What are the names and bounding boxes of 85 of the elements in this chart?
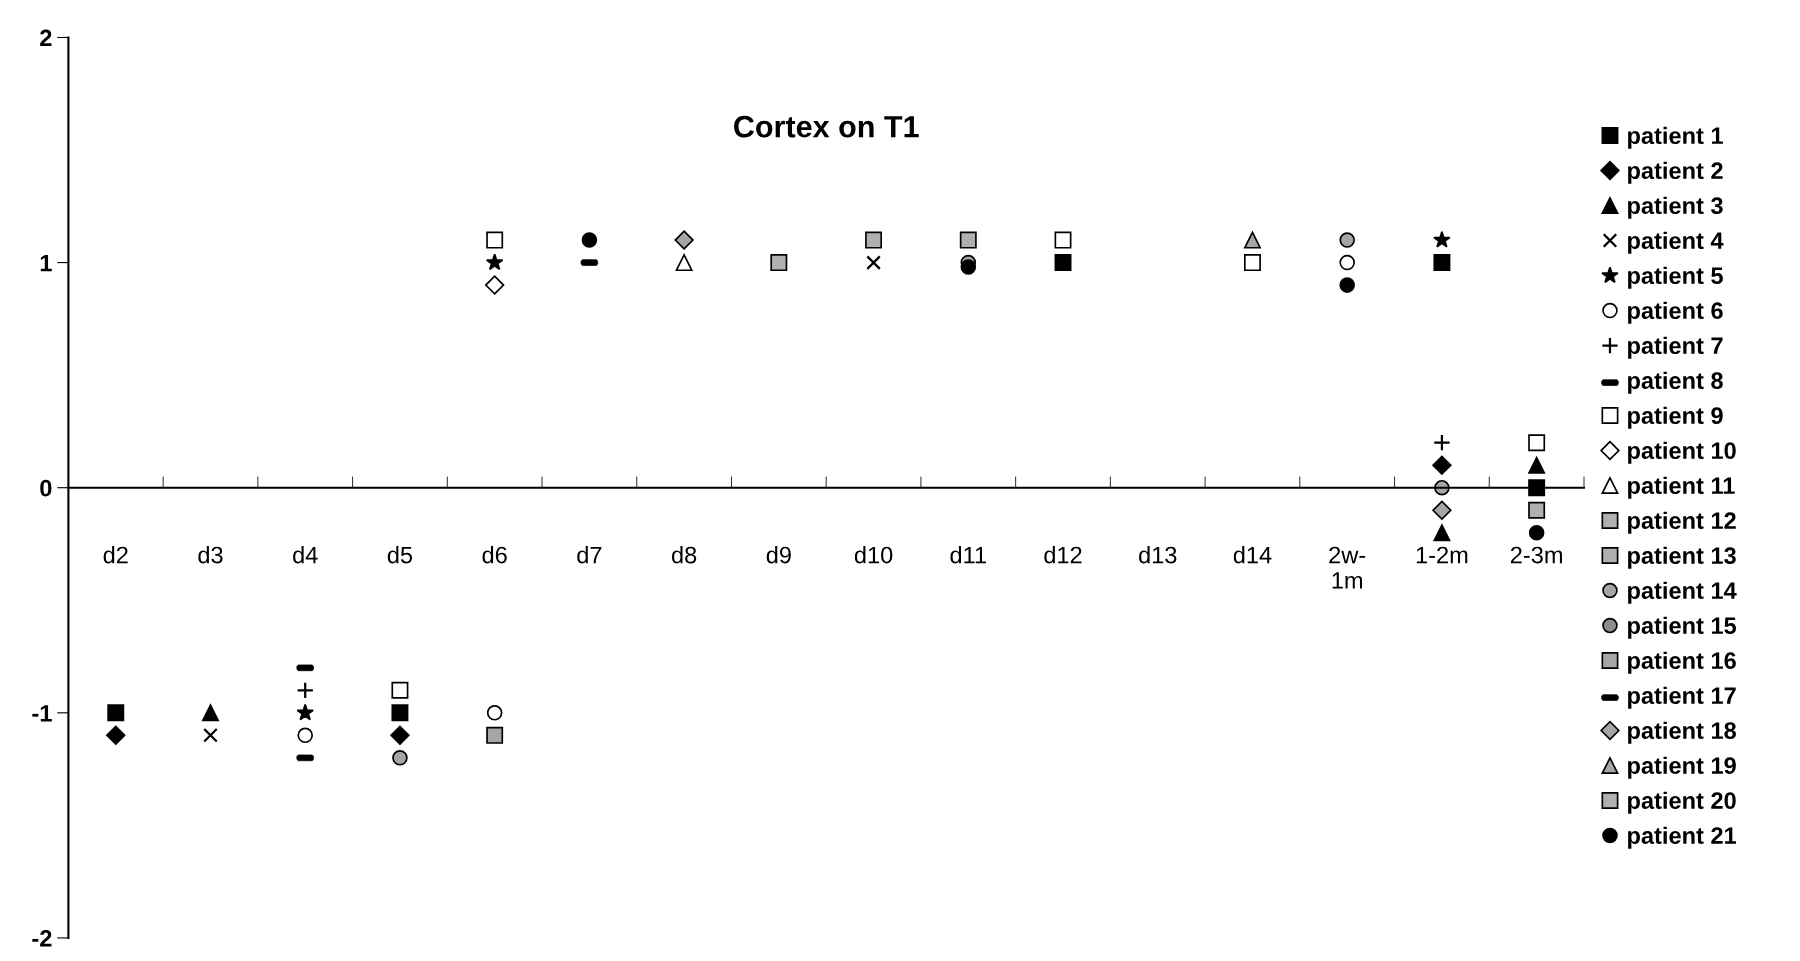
point <box>674 230 694 250</box>
x-tick-label: 2w- 1m <box>1329 546 1366 589</box>
legend-label: patient 13 <box>1628 546 1736 569</box>
point <box>675 254 693 272</box>
point <box>203 727 218 743</box>
x-tick-label: d5 <box>387 546 413 564</box>
x-tick-label: d11 <box>950 546 986 564</box>
point <box>1054 254 1072 272</box>
y-tick-label: -1 <box>32 705 52 722</box>
x-tick-label: d8 <box>671 546 697 564</box>
x-tick-label: d6 <box>482 546 507 564</box>
legend-label: patient 15 <box>1628 616 1737 639</box>
point <box>485 253 504 271</box>
point <box>1243 254 1261 272</box>
point <box>1528 456 1546 474</box>
legend-label: patient 11 <box>1628 476 1735 499</box>
legend-label: patient 4 <box>1628 231 1724 254</box>
legend-label: patient 6 <box>1628 301 1723 324</box>
point <box>1432 500 1452 520</box>
point <box>390 725 410 746</box>
legend-label: patient 5 <box>1628 266 1723 289</box>
legend-label: patient 17 <box>1628 686 1736 709</box>
point <box>1528 434 1546 452</box>
point <box>486 705 503 721</box>
y-tick-label: 0 <box>40 479 52 497</box>
point <box>865 231 883 249</box>
point <box>391 681 409 699</box>
point <box>392 750 408 766</box>
point <box>1528 501 1546 519</box>
point <box>391 704 409 722</box>
text: Cortex on T1 <box>734 115 919 138</box>
legend-label: patient 7 <box>1628 336 1723 359</box>
legend-label: patient 2 <box>1628 161 1723 184</box>
point <box>959 231 977 249</box>
y-tick-label: 2 <box>40 29 52 47</box>
point <box>960 259 977 275</box>
point <box>1433 254 1451 272</box>
point <box>1528 479 1546 497</box>
point <box>106 725 126 746</box>
point <box>486 231 504 249</box>
point <box>1433 433 1451 452</box>
y-tick-label: 1 <box>40 254 52 272</box>
point <box>1339 232 1355 248</box>
point <box>1528 524 1545 541</box>
x-tick-label: d9 <box>766 546 791 564</box>
legend-label: patient 21 <box>1628 826 1737 849</box>
x-tick-label: d4 <box>293 546 318 564</box>
point <box>486 726 504 744</box>
legend-label: patient 12 <box>1628 511 1736 534</box>
point <box>1432 455 1452 475</box>
legend-label: patient 14 <box>1628 581 1737 604</box>
legend-label: patient 3 <box>1628 196 1723 219</box>
x-tick-label: 1-2m <box>1416 546 1468 564</box>
point <box>1339 277 1355 293</box>
x-tick-label: d2 <box>103 546 128 564</box>
point <box>1243 231 1261 249</box>
legend-label: patient 10 <box>1628 441 1736 464</box>
x-tick-label: d12 <box>1044 546 1082 564</box>
legend-label: patient 1 <box>1628 126 1723 149</box>
legend-label: patient 19 <box>1628 756 1736 779</box>
point <box>296 681 314 700</box>
x-tick-label: d3 <box>198 546 223 564</box>
point <box>296 703 314 721</box>
point <box>866 255 881 270</box>
legend-label: patient 16 <box>1628 651 1736 674</box>
point <box>1433 230 1451 248</box>
legend-label: patient 20 <box>1628 791 1736 814</box>
point <box>1054 231 1072 249</box>
point <box>107 704 125 722</box>
x-tick-label: 2-3m <box>1510 546 1562 564</box>
x-tick-label: d13 <box>1139 546 1177 564</box>
legend-label: patient 9 <box>1628 406 1723 429</box>
x-tick-label: d14 <box>1233 546 1272 564</box>
legend-label: patient 8 <box>1628 371 1723 394</box>
point <box>297 727 313 744</box>
point <box>1339 254 1355 271</box>
point <box>581 232 598 248</box>
point <box>484 275 505 295</box>
y-tick-label: -2 <box>32 930 52 947</box>
x-tick-label: d10 <box>854 546 893 564</box>
point <box>202 704 219 722</box>
point <box>1433 524 1451 542</box>
x-tick-label: d7 <box>577 546 602 564</box>
legend-label: patient 18 <box>1628 721 1736 744</box>
point <box>770 254 788 272</box>
